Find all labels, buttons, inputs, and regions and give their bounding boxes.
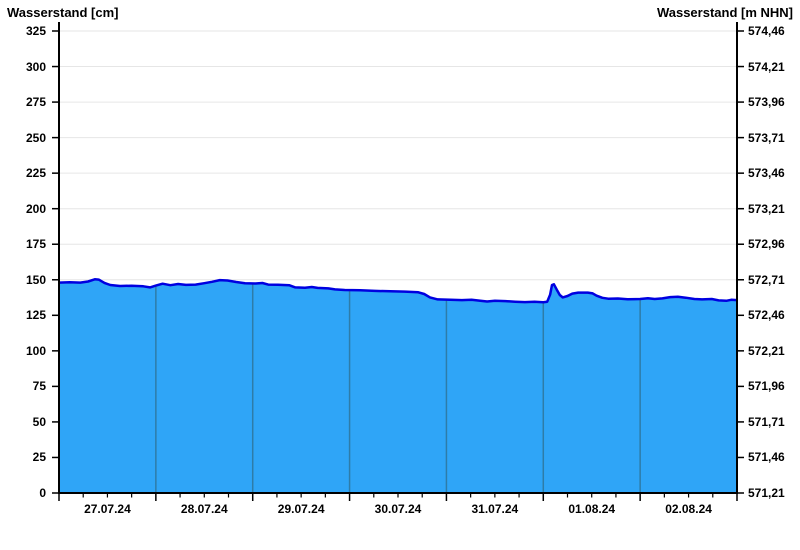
y-axis-left-tick-label: 200 xyxy=(25,201,46,216)
y-axis-left-tick-label: 325 xyxy=(25,24,46,38)
y-axis-left-tick-label: 250 xyxy=(25,130,46,145)
x-axis-day-label: 30.07.24 xyxy=(374,502,422,516)
y-axis-left-tick-label: 75 xyxy=(32,379,46,394)
y-axis-right-tick-label: 573,21 xyxy=(748,201,785,216)
y-axis-right-tick-label: 572,71 xyxy=(748,272,785,287)
y-axis-right-tick-label: 572,21 xyxy=(748,343,785,358)
x-axis-day-label: 02.08.24 xyxy=(665,502,712,516)
y-axis-left-tick-label: 175 xyxy=(25,237,46,252)
right-axis-title: Wasserstand [m NHN] xyxy=(656,5,793,20)
y-axis-right-tick-label: 573,71 xyxy=(748,130,785,145)
y-axis-left-tick-label: 25 xyxy=(32,450,46,465)
tick-marks xyxy=(52,30,744,501)
y-axis-right-tick-label: 574,46 xyxy=(748,24,785,38)
x-axis-day-label: 27.07.24 xyxy=(84,502,131,516)
y-axis-right-tick-label: 571,46 xyxy=(748,450,785,465)
y-axis-left-tick-label: 100 xyxy=(25,343,46,358)
y-axis-right-tick-label: 573,46 xyxy=(748,166,785,181)
y-axis-right-tick-label: 573,96 xyxy=(748,95,785,110)
y-axis-left-tick-label: 275 xyxy=(25,95,46,110)
x-axis-day-label: 01.08.24 xyxy=(568,502,616,516)
water-level-area xyxy=(59,279,737,493)
y-axis-left-tick-label: 0 xyxy=(39,486,46,500)
y-axis-right-tick-label: 571,21 xyxy=(748,486,785,500)
y-axis-right-tick-label: 571,96 xyxy=(748,379,785,394)
y-axis-left-tick-label: 225 xyxy=(25,166,46,181)
y-axis-right-tick-label: 571,71 xyxy=(748,414,785,429)
y-axis-left-tick-label: 150 xyxy=(25,272,46,287)
day-separator-lines xyxy=(155,284,641,492)
y-axis-right-tick-label: 574,21 xyxy=(748,59,785,74)
x-axis-day-label: 29.07.24 xyxy=(277,502,325,516)
y-axis-left-tick-label: 50 xyxy=(32,414,46,429)
x-axis-day-label: 31.07.24 xyxy=(471,502,519,516)
y-axis-right-tick-label: 572,96 xyxy=(748,237,785,252)
left-axis-title: Wasserstand [cm] xyxy=(7,5,119,20)
x-axis-day-label: 28.07.24 xyxy=(180,502,228,516)
y-axis-right-tick-label: 572,46 xyxy=(748,308,785,323)
y-axis-left-tick-label: 300 xyxy=(25,59,46,74)
y-axis-left-tick-label: 125 xyxy=(25,308,46,323)
water-level-line xyxy=(58,278,738,304)
